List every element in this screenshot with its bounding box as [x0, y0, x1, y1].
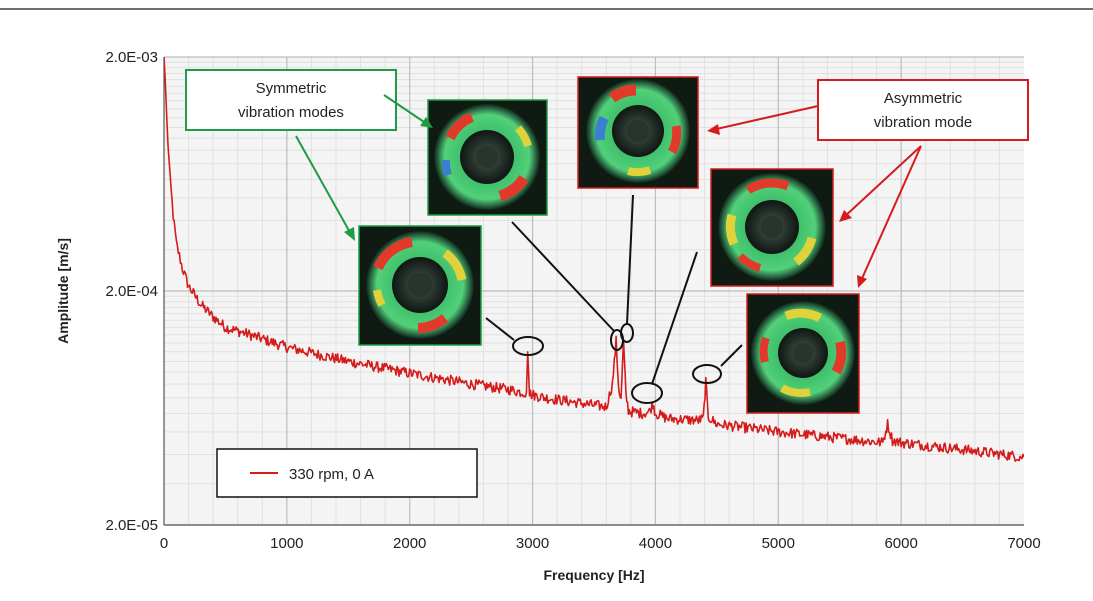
asymmetric-arrow-top [711, 105, 819, 131]
x-tick-label: 7000 [1007, 535, 1040, 552]
y-axis-title: Amplitude [m/s] [55, 238, 71, 344]
x-tick-label: 0 [160, 535, 168, 552]
mode-shape-thumbnail-3 [577, 76, 699, 189]
symmetric-arrow-lower [295, 135, 353, 237]
leader-line-5 [720, 344, 743, 367]
x-tick-labels: 0 1000 2000 3000 4000 5000 6000 7000 [160, 535, 1041, 552]
asymmetric-arrowhead-top [707, 124, 720, 135]
symmetric-callout-line2: vibration modes [238, 104, 344, 121]
x-tick-label: 5000 [762, 535, 795, 552]
asymmetric-callout-line1: Asymmetric [884, 90, 963, 107]
y-tick-label: 2.0E-05 [105, 517, 158, 534]
asymmetric-arrowhead-lower [857, 275, 867, 288]
legend-box [216, 448, 478, 498]
asymmetric-arrowhead-middle [839, 210, 852, 222]
y-tick-label: 2.0E-03 [105, 49, 158, 66]
x-tick-label: 2000 [393, 535, 426, 552]
peak-marker-3920hz [631, 382, 663, 404]
series-line-330rpm [164, 57, 1024, 462]
x-axis-title: Frequency [Hz] [543, 567, 644, 583]
leader-line-1 [485, 317, 515, 341]
mode-shape-thumbnail-1 [358, 225, 482, 346]
symmetric-callout-line1: Symmetric [256, 80, 327, 97]
symmetric-arrow-upper [383, 94, 431, 127]
peak-marker-4410hz [692, 364, 722, 384]
x-tick-label: 4000 [639, 535, 672, 552]
x-tick-label: 1000 [270, 535, 303, 552]
asymmetric-arrow-middle [842, 145, 922, 219]
asymmetric-mode-callout: Asymmetric vibration mode [817, 79, 1029, 141]
asymmetric-callout-line2: vibration mode [874, 114, 972, 131]
symmetric-arrowhead-lower [344, 227, 355, 241]
leader-line-2 [511, 221, 615, 332]
leader-line-4 [651, 251, 698, 385]
mode-shape-thumbnail-4 [710, 168, 834, 287]
peak-marker-2975hz [512, 336, 544, 356]
legend: 330 rpm, 0 A [216, 448, 478, 498]
x-tick-label: 3000 [516, 535, 549, 552]
leader-line-3 [626, 194, 634, 325]
asymmetric-arrow-lower [859, 145, 922, 284]
symmetric-modes-callout: Symmetric vibration modes [185, 69, 397, 131]
symmetric-arrowhead-upper [420, 117, 433, 128]
x-tick-label: 6000 [884, 535, 917, 552]
mode-shape-thumbnail-5 [746, 293, 860, 414]
mode-shape-thumbnail-2 [427, 99, 548, 216]
legend-label: 330 rpm, 0 A [289, 466, 374, 483]
y-tick-labels: 2.0E-05 2.0E-04 2.0E-03 [105, 49, 158, 534]
y-tick-label: 2.0E-04 [105, 283, 158, 300]
